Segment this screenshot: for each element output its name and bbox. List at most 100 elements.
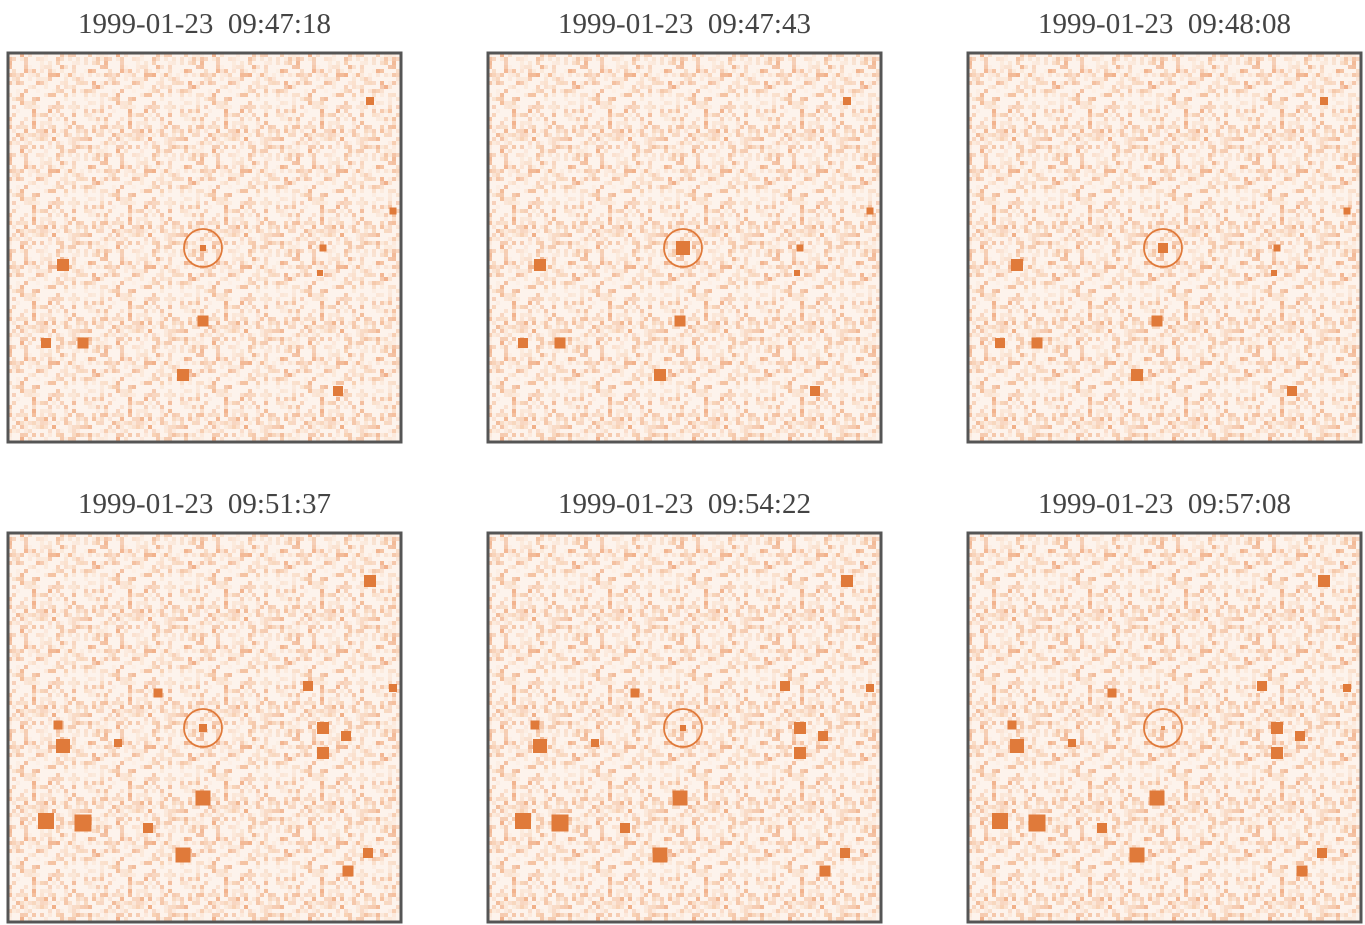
target [199, 724, 207, 732]
star [1295, 731, 1305, 741]
star [1108, 689, 1117, 698]
star [515, 813, 531, 829]
star [177, 369, 189, 381]
target [1158, 243, 1168, 253]
star [518, 338, 528, 348]
star [78, 338, 89, 349]
star [1344, 208, 1351, 215]
star [780, 681, 790, 691]
star [1271, 722, 1283, 734]
star [794, 722, 806, 734]
frame-label: 1999-01-23 09:51:37 [78, 488, 331, 520]
star [995, 338, 1005, 348]
star [303, 681, 313, 691]
star [866, 684, 874, 692]
star [867, 208, 874, 215]
target [680, 725, 686, 731]
star [364, 575, 376, 587]
star [1297, 866, 1308, 877]
star [1150, 791, 1165, 806]
star [1032, 338, 1043, 349]
star [317, 270, 323, 276]
star [1317, 848, 1327, 858]
target [1161, 726, 1165, 730]
frame-label: 1999-01-23 09:47:18 [78, 8, 331, 40]
frame-panel [488, 53, 881, 442]
star [654, 369, 666, 381]
star [840, 848, 850, 858]
star [1029, 815, 1046, 832]
star [341, 731, 351, 741]
star [198, 316, 209, 327]
star [320, 245, 327, 252]
star [1010, 739, 1024, 753]
star [631, 689, 640, 698]
star [1152, 316, 1163, 327]
star [56, 739, 70, 753]
star [1011, 259, 1023, 271]
star [1320, 97, 1328, 105]
star [533, 739, 547, 753]
star [620, 823, 630, 833]
page: 1999-01-23 09:47:18 1999-01-23 09:47:43 19… [0, 0, 1365, 925]
star [390, 208, 397, 215]
figure: 1999-01-23 09:47:18 1999-01-23 09:47:43 19… [0, 0, 1365, 925]
star [555, 338, 566, 349]
frame-label: 1999-01-23 09:47:43 [558, 8, 811, 40]
target [676, 241, 690, 255]
star [38, 813, 54, 829]
star [810, 386, 820, 396]
star [820, 866, 831, 877]
star [1097, 823, 1107, 833]
star [1271, 747, 1283, 759]
star [818, 731, 828, 741]
star [343, 866, 354, 877]
star [389, 684, 397, 692]
star [1068, 739, 1076, 747]
star [196, 791, 211, 806]
star [794, 270, 800, 276]
frame-label: 1999-01-23 09:48:08 [1038, 8, 1291, 40]
star [143, 823, 153, 833]
star [841, 575, 853, 587]
star [57, 259, 69, 271]
frame-panel [8, 533, 401, 922]
star [673, 791, 688, 806]
frame-panel [488, 533, 881, 922]
star [333, 386, 343, 396]
star [1131, 369, 1143, 381]
star [114, 739, 122, 747]
star [675, 316, 686, 327]
frame-label: 1999-01-23 09:57:08 [1038, 488, 1291, 520]
star [1287, 386, 1297, 396]
star [1008, 721, 1017, 730]
star [1130, 848, 1145, 863]
star [54, 721, 63, 730]
star [1257, 681, 1267, 691]
star [176, 848, 191, 863]
star [992, 813, 1008, 829]
star [317, 722, 329, 734]
star [794, 747, 806, 759]
star [797, 245, 804, 252]
star [1271, 270, 1277, 276]
star [534, 259, 546, 271]
star [1318, 575, 1330, 587]
star [531, 721, 540, 730]
star [1343, 684, 1351, 692]
star [154, 689, 163, 698]
star [75, 815, 92, 832]
star [363, 848, 373, 858]
star [552, 815, 569, 832]
star [653, 848, 668, 863]
star [1274, 245, 1281, 252]
frame-panel [968, 533, 1361, 922]
frame-panel [8, 53, 401, 442]
frame-panel [968, 53, 1361, 442]
star [843, 97, 851, 105]
star [317, 747, 329, 759]
frame-label: 1999-01-23 09:54:22 [558, 488, 811, 520]
target [200, 245, 206, 251]
star [366, 97, 374, 105]
star [41, 338, 51, 348]
